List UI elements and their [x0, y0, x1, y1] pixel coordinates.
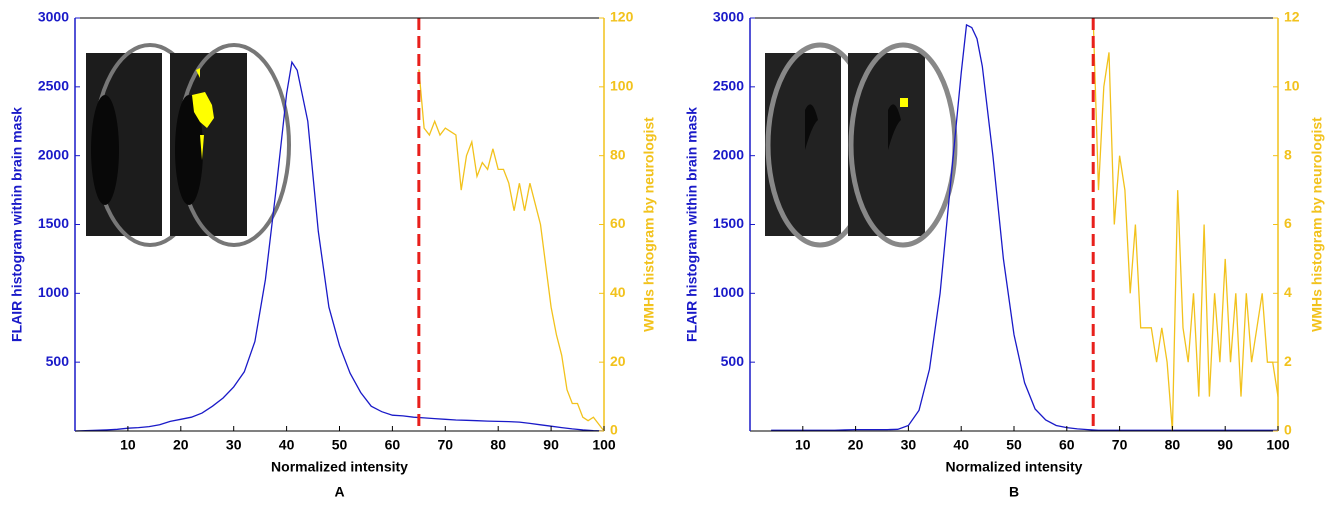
inset-images-a: [86, 45, 289, 245]
y-axis-label: FLAIR histogram within brain mask: [9, 107, 25, 342]
x-tick-label: 80: [1165, 437, 1181, 453]
y2-tick-label: 0: [1284, 422, 1292, 438]
data-line: [419, 70, 604, 431]
y-tick-label: 2500: [38, 78, 69, 94]
x-tick-label: 70: [438, 437, 454, 453]
mri-slice: [765, 53, 841, 236]
y2-axis-label: WMHs histogram by neurologist: [641, 117, 657, 332]
y2-tick-label: 10: [1284, 78, 1300, 94]
x-tick-label: 90: [1217, 437, 1233, 453]
x-tick-label: 70: [1112, 437, 1128, 453]
x-axis-label: Normalized intensity: [946, 459, 1083, 475]
y2-axis-label: WMHs histogram by neurologist: [1309, 117, 1325, 332]
y2-tick-label: 100: [610, 78, 634, 94]
y-tick-label: 1500: [38, 215, 69, 231]
mri-slice: [848, 53, 925, 236]
x-tick-label: 60: [385, 437, 401, 453]
x-tick-label: 40: [953, 437, 969, 453]
y-tick-label: 1000: [38, 284, 69, 300]
x-tick-label: 20: [173, 437, 189, 453]
y2-tick-label: 0: [610, 422, 618, 438]
lesion-overlay: [900, 98, 908, 107]
y-tick-label: 3000: [38, 9, 69, 25]
x-tick-label: 30: [226, 437, 242, 453]
x-tick-label: 30: [901, 437, 917, 453]
inset-images-b: [765, 45, 955, 245]
ventricle: [91, 95, 119, 205]
x-tick-label: 10: [120, 437, 136, 453]
y2-tick-label: 60: [610, 215, 626, 231]
x-tick-label: 100: [592, 437, 616, 453]
figure: 1020304050607080901005001000150020002500…: [0, 0, 1331, 507]
x-tick-label: 40: [279, 437, 295, 453]
x-tick-label: 100: [1266, 437, 1290, 453]
x-tick-label: 50: [332, 437, 348, 453]
panel-label: B: [1009, 484, 1019, 500]
y-tick-label: 2000: [713, 146, 744, 162]
y-tick-label: 500: [46, 353, 70, 369]
y-tick-label: 2000: [38, 146, 69, 162]
y2-tick-label: 4: [1284, 284, 1292, 300]
y2-tick-label: 40: [610, 284, 626, 300]
y2-tick-label: 80: [610, 146, 626, 162]
x-tick-label: 80: [490, 437, 506, 453]
y-tick-label: 1500: [713, 215, 744, 231]
y2-tick-label: 8: [1284, 146, 1292, 162]
y-tick-label: 1000: [713, 284, 744, 300]
x-tick-label: 60: [1059, 437, 1075, 453]
x-tick-label: 20: [848, 437, 864, 453]
x-axis-label: Normalized intensity: [271, 459, 408, 475]
x-tick-label: 90: [543, 437, 559, 453]
y2-tick-label: 2: [1284, 353, 1292, 369]
x-tick-label: 10: [795, 437, 811, 453]
x-tick-label: 50: [1006, 437, 1022, 453]
y-tick-label: 2500: [713, 78, 744, 94]
y-tick-label: 500: [721, 353, 745, 369]
panel-label: A: [334, 484, 344, 500]
y2-tick-label: 12: [1284, 9, 1300, 25]
y2-tick-label: 6: [1284, 215, 1292, 231]
y2-tick-label: 120: [610, 9, 634, 25]
y-tick-label: 3000: [713, 9, 744, 25]
y2-tick-label: 20: [610, 353, 626, 369]
y-axis-label: FLAIR histogram within brain mask: [684, 107, 700, 342]
data-line: [1093, 18, 1278, 431]
